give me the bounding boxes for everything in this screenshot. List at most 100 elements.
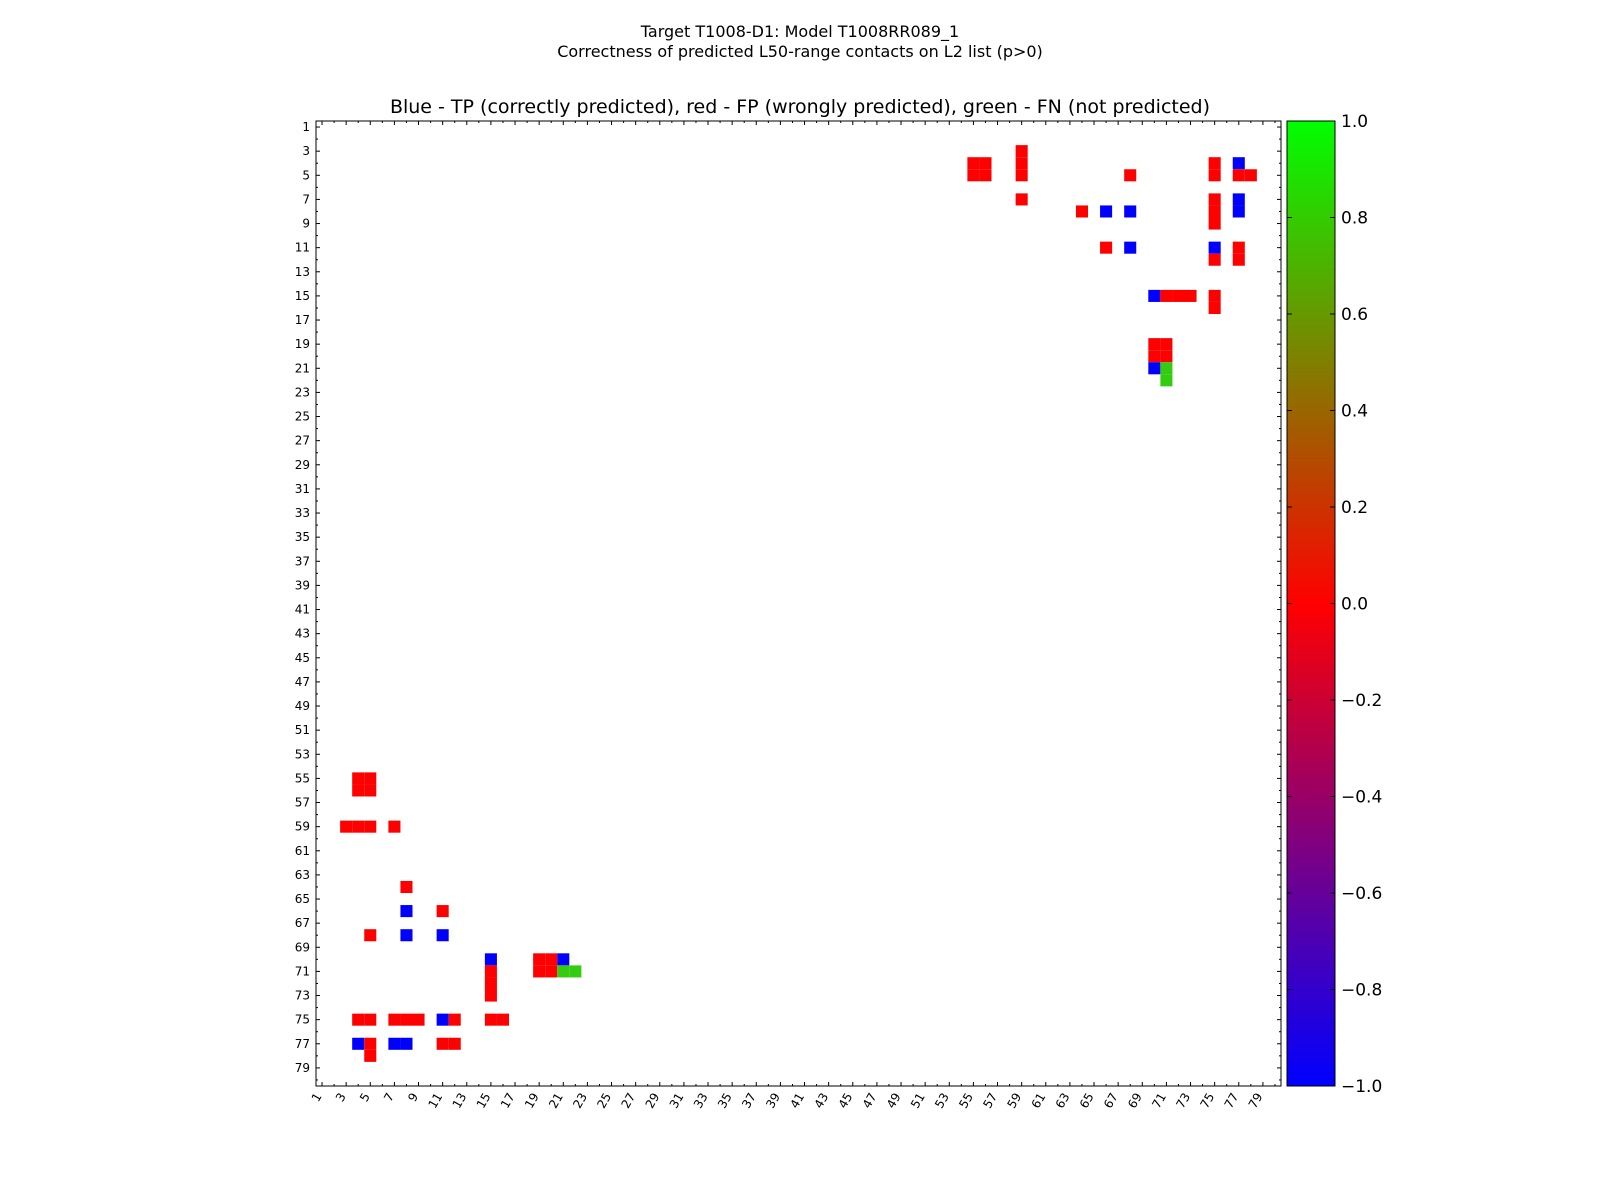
contact-cell-tp <box>1208 241 1221 254</box>
contact-cell-tp <box>400 905 413 918</box>
x-tick-label: 17 <box>498 1091 518 1111</box>
x-tick-label: 3 <box>333 1091 349 1105</box>
contact-cell-fp <box>352 820 365 833</box>
y-tick-label: 25 <box>295 410 310 424</box>
x-tick-label: 29 <box>643 1091 663 1111</box>
contact-cell-fp <box>412 1013 425 1026</box>
x-tick-label: 33 <box>691 1091 711 1111</box>
y-tick-label: 51 <box>295 723 310 737</box>
y-tick-label: 9 <box>302 217 310 231</box>
contact-cell-tp <box>1100 205 1113 218</box>
contact-cell-fp <box>545 953 558 966</box>
contact-cell-tp <box>1148 289 1161 302</box>
contact-cell-fp <box>1015 193 1028 206</box>
colorbar-tick-label: −0.2 <box>1341 691 1382 711</box>
contact-cell-fp <box>448 1037 461 1050</box>
x-tick-label: 69 <box>1125 1091 1145 1111</box>
contact-cell-fp <box>1160 289 1173 302</box>
contact-cell-fp <box>1075 205 1088 218</box>
contact-cell-fp <box>484 965 497 978</box>
y-tick-label: 49 <box>295 699 310 713</box>
contact-cell-fp <box>533 965 546 978</box>
contact-cell-fp <box>364 820 377 833</box>
x-tick-label: 35 <box>715 1091 735 1111</box>
contact-cell-fp <box>1208 193 1221 206</box>
contact-cell-fp <box>1160 350 1173 363</box>
contact-cell-fp <box>352 772 365 785</box>
contact-cell-fp <box>1100 241 1113 254</box>
colorbar-tick-label: 0.4 <box>1341 402 1368 422</box>
y-tick-label: 75 <box>295 1013 310 1027</box>
x-tick-label: 21 <box>546 1091 566 1111</box>
contact-cell-fp <box>533 953 546 966</box>
y-tick-label: 3 <box>302 144 310 158</box>
y-tick-label: 39 <box>295 578 310 592</box>
contact-cell-fp <box>352 784 365 797</box>
colorbar-tick-label: 0.8 <box>1341 209 1368 229</box>
contact-cell-fp <box>1208 205 1221 218</box>
contact-cell-fp <box>352 1013 365 1026</box>
axis-ticks <box>316 121 1281 1086</box>
y-tick-label: 21 <box>295 361 310 375</box>
figure-suptitle-line1: Target T1008-D1: Model T1008RR089_1 <box>640 22 960 41</box>
contact-cell-fp <box>979 157 992 170</box>
contact-cell-fp <box>1232 253 1245 266</box>
contact-cell-fp <box>484 1013 497 1026</box>
colorbar-tick-label: 0.0 <box>1341 595 1368 615</box>
x-tick-label: 25 <box>594 1091 614 1111</box>
x-tick-label: 13 <box>450 1091 470 1111</box>
contact-cell-tp <box>400 1037 413 1050</box>
y-tick-label: 19 <box>295 337 310 351</box>
contact-cell-fp <box>1232 241 1245 254</box>
contact-cell-fp <box>1208 169 1221 182</box>
y-tick-label: 65 <box>295 892 310 906</box>
y-tick-label: 15 <box>295 289 310 303</box>
contact-cell-fp <box>364 929 377 942</box>
contact-cell-fn <box>569 965 582 978</box>
contact-cell-fp <box>364 1013 377 1026</box>
contact-cell-fp <box>1208 253 1221 266</box>
y-tick-label: 41 <box>295 603 310 617</box>
x-tick-label: 61 <box>1029 1091 1049 1111</box>
contact-cell-fp <box>967 169 980 182</box>
contact-cell-fp <box>1208 289 1221 302</box>
contact-cell-fp <box>545 965 558 978</box>
colorbar-tick-label: 0.2 <box>1341 498 1368 518</box>
contact-cell-tp <box>484 953 497 966</box>
contact-cell-fp <box>1232 169 1245 182</box>
y-tick-label: 37 <box>295 554 310 568</box>
contact-cell-fp <box>436 905 449 918</box>
contact-cell-fn <box>1160 362 1173 375</box>
colorbar-ticks: 1.0 0.8 0.6 0.4 0.2 0.0 −0.2 −0.4 −0.6 −0.8 −1.0 <box>1287 112 1382 1097</box>
contact-cell-fp <box>1148 338 1161 351</box>
contact-cell-tp <box>1232 193 1245 206</box>
contact-cell-tp <box>1232 205 1245 218</box>
y-tick-label: 1 <box>302 120 310 134</box>
y-axis-tick-labels: 1357911131517192123252729313335373941434… <box>295 120 310 1075</box>
y-tick-label: 23 <box>295 385 310 399</box>
contact-cell-fp <box>1015 145 1028 158</box>
contact-cell-fp <box>364 1049 377 1062</box>
y-tick-label: 77 <box>295 1037 310 1051</box>
contact-cell-tp <box>1124 241 1137 254</box>
x-tick-label: 47 <box>860 1091 880 1111</box>
x-tick-label: 37 <box>739 1091 759 1111</box>
contact-cell-fp <box>1208 301 1221 314</box>
x-tick-label: 23 <box>570 1091 590 1111</box>
contact-cell-tp <box>1124 205 1137 218</box>
x-tick-label: 41 <box>787 1091 807 1111</box>
colorbar-tick-label: 0.6 <box>1341 305 1368 325</box>
contact-cell-fp <box>496 1013 509 1026</box>
contact-cell-tp <box>436 1013 449 1026</box>
x-tick-label: 79 <box>1246 1091 1266 1111</box>
x-tick-label: 15 <box>474 1091 494 1111</box>
y-tick-label: 61 <box>295 844 310 858</box>
contact-cell-fp <box>400 1013 413 1026</box>
colorbar-tick-label: −0.4 <box>1341 788 1382 808</box>
x-tick-label: 67 <box>1101 1091 1121 1111</box>
x-tick-label: 31 <box>667 1091 687 1111</box>
x-tick-label: 73 <box>1173 1091 1193 1111</box>
contact-cell-fp <box>364 784 377 797</box>
contact-cell-fp <box>436 1037 449 1050</box>
